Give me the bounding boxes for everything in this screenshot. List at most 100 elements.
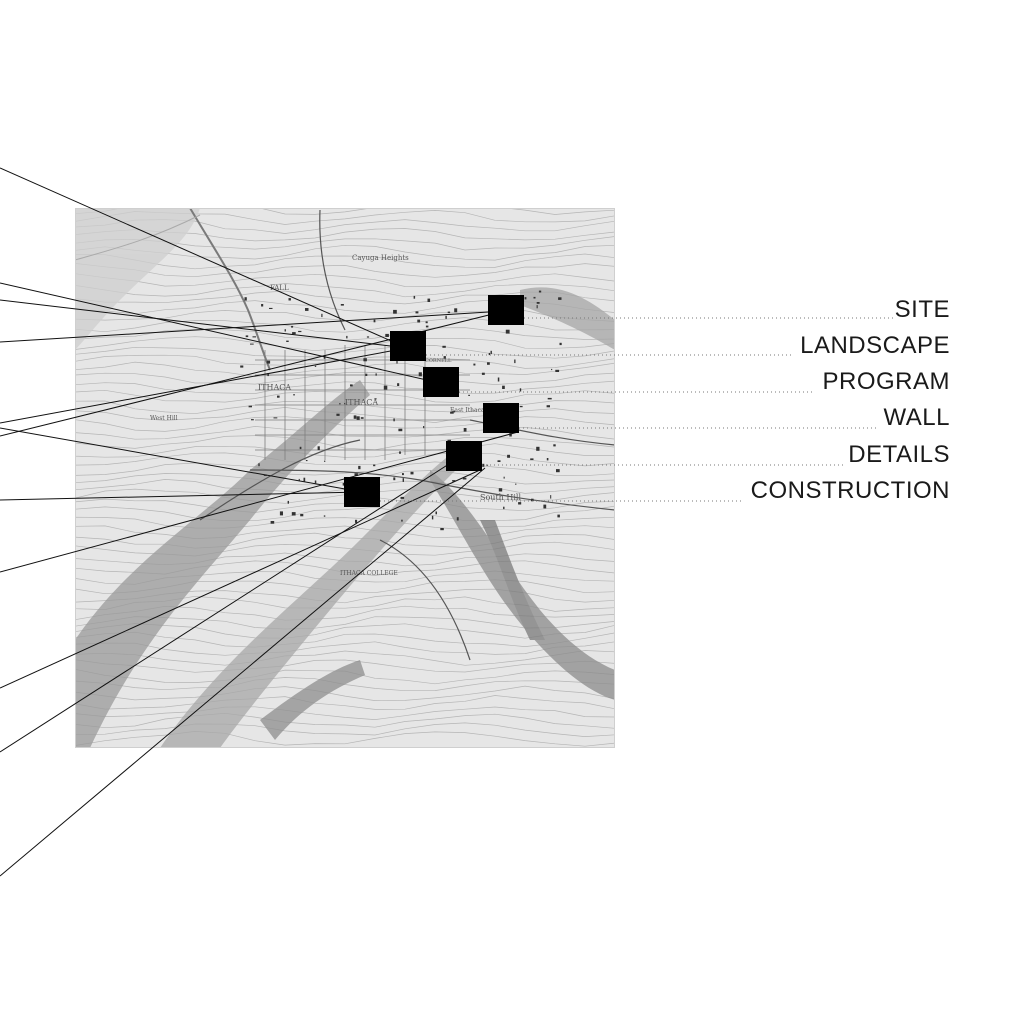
contour-line [75,505,615,522]
leader-line [0,282,441,384]
contour-line [75,722,615,737]
building [447,311,451,314]
building [487,362,490,365]
legend-item-program[interactable]: PROGRAM [822,368,950,395]
building [515,483,517,485]
svg-text:South Hill: South Hill [480,493,521,502]
contour-line [75,731,615,747]
legend-item-wall[interactable]: WALL [883,404,950,431]
building [555,369,560,372]
building [298,330,302,333]
building [498,488,503,492]
leader-line [0,167,408,349]
building [398,428,403,432]
building [385,333,389,337]
building [258,463,260,467]
building [323,515,326,517]
building [292,332,296,335]
marker-site[interactable] [488,295,524,325]
building [509,433,512,437]
building [524,297,527,300]
building [393,418,395,422]
building [519,388,522,392]
building [270,521,275,524]
building [336,413,340,416]
leader-line [0,431,519,573]
building [442,345,446,348]
building [303,477,306,482]
marker-wall[interactable] [483,403,519,433]
building [277,395,280,398]
contour-line [75,273,615,287]
building [363,358,367,362]
building [497,377,500,382]
building [427,298,431,302]
leader-line [0,299,408,349]
building [550,495,552,499]
building [267,373,269,377]
building [518,502,522,505]
building [462,477,467,480]
building [356,416,360,420]
building [514,359,516,364]
building [536,305,538,309]
legend-item-landscape[interactable]: LANDSCAPE [800,332,950,359]
building [553,444,556,447]
building [340,304,344,306]
building [344,403,346,405]
building [342,482,346,486]
building [530,458,534,460]
contour-line [75,452,615,467]
city-grid [255,345,470,460]
building [503,476,505,479]
marker-landscape[interactable] [390,331,426,361]
building [240,365,244,368]
building [250,343,254,345]
building [547,397,552,400]
building [397,383,400,386]
building [393,309,397,314]
building [324,460,326,462]
building [252,336,256,338]
leader-line [0,467,486,877]
building [497,460,501,462]
building [321,313,323,318]
building [546,458,549,461]
leader-line [0,491,363,501]
building [486,464,489,466]
leader-lines [0,167,519,877]
building [410,471,414,475]
building [353,415,357,419]
building [366,336,370,338]
contour-line [75,497,615,513]
svg-text:West Hill: West Hill [150,415,178,422]
building [519,405,523,408]
contour-line [75,435,615,451]
building [402,473,404,476]
marker-details[interactable] [446,441,482,471]
building [317,446,320,451]
building [373,464,376,467]
building [443,356,446,359]
topographic-map: ITHACA ITHACA Cayuga Heights FALL CORNEL… [75,208,615,748]
building [401,519,403,522]
legend-item-construction[interactable]: CONSTRUCTION [750,477,950,504]
contour-line [75,361,615,377]
legend-item-details[interactable]: DETAILS [848,441,950,468]
contour-line [75,389,615,404]
building [358,465,361,470]
legend-item-site[interactable]: SITE [894,296,950,323]
contour-line [75,668,615,685]
building [551,368,553,371]
svg-text:ITHACA: ITHACA [345,398,378,407]
svg-text:CORNELL: CORNELL [425,358,452,364]
building [286,340,289,342]
marker-program[interactable] [423,367,459,397]
contour-line [75,470,615,486]
building [423,426,425,429]
building [287,500,289,504]
marker-construction[interactable] [344,477,380,507]
building [452,410,456,413]
building [298,478,300,482]
building [505,329,510,334]
